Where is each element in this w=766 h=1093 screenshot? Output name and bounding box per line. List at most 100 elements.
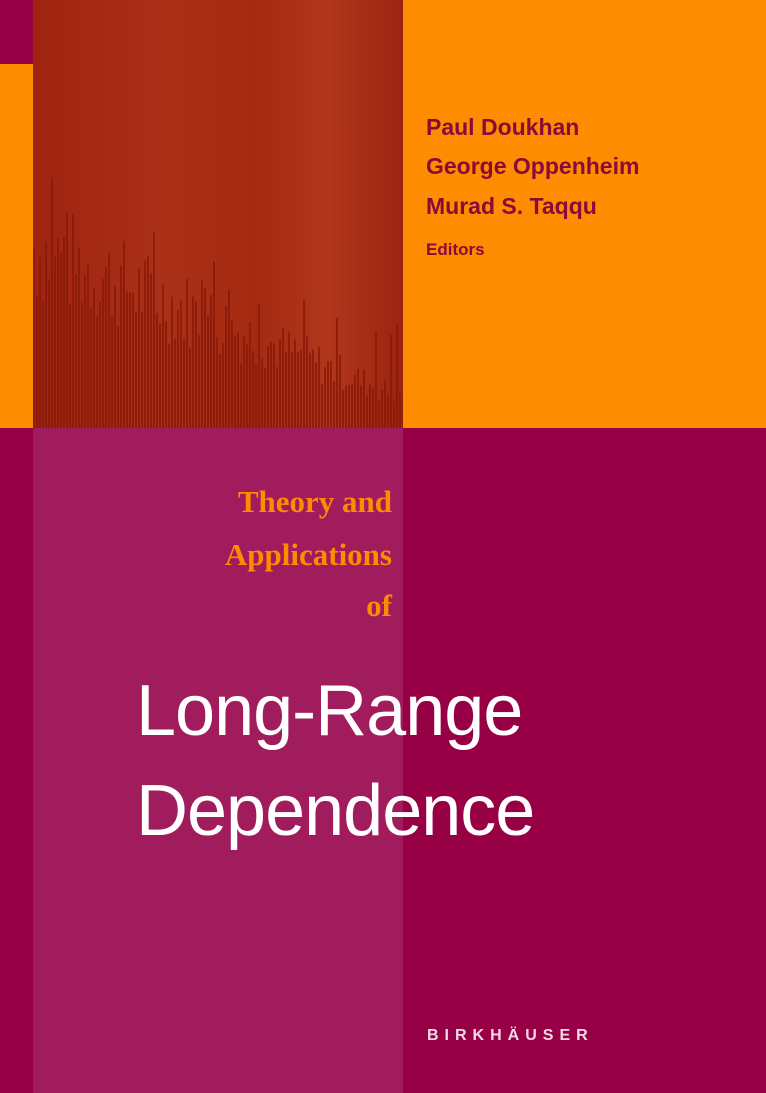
decorative-bar bbox=[174, 338, 176, 428]
decorative-bar bbox=[36, 295, 38, 428]
decorative-bar bbox=[102, 278, 104, 428]
decorative-bar bbox=[276, 367, 278, 428]
decorative-bar bbox=[111, 315, 113, 428]
decorative-bar bbox=[48, 279, 50, 428]
cover-image-bar-pattern bbox=[33, 0, 403, 428]
decorative-bar bbox=[273, 343, 275, 428]
decorative-bar bbox=[402, 395, 403, 428]
decorative-bar bbox=[171, 296, 173, 428]
decorative-bar bbox=[78, 247, 80, 428]
decorative-bar bbox=[144, 260, 146, 428]
decorative-bar bbox=[240, 363, 242, 428]
decorative-bar bbox=[399, 391, 401, 428]
decorative-bar bbox=[123, 240, 125, 428]
decorative-bar bbox=[294, 339, 296, 428]
decorative-bar bbox=[87, 264, 89, 428]
decorative-bar bbox=[228, 289, 230, 428]
decorative-bar bbox=[207, 315, 209, 428]
decorative-bar bbox=[90, 307, 92, 428]
decorative-bar bbox=[183, 338, 185, 428]
decorative-bar bbox=[318, 346, 320, 428]
decorative-bar bbox=[165, 321, 167, 428]
decorative-bar bbox=[312, 349, 314, 428]
decorative-bar bbox=[345, 385, 347, 428]
decorative-bar bbox=[138, 268, 140, 428]
decorative-bar bbox=[84, 274, 86, 428]
editors-label: Editors bbox=[426, 240, 485, 259]
decorative-bar bbox=[366, 395, 368, 428]
subtitle-line: Theory and bbox=[237, 484, 392, 519]
book-title-line: Long-Range bbox=[136, 671, 523, 751]
decorative-bar bbox=[258, 303, 260, 428]
decorative-bar bbox=[291, 352, 293, 428]
decorative-bar bbox=[72, 213, 74, 428]
decorative-bar bbox=[81, 302, 83, 428]
decorative-bar bbox=[306, 336, 308, 428]
title-panel-left bbox=[33, 428, 403, 1093]
decorative-bar bbox=[201, 280, 203, 428]
decorative-bar bbox=[45, 242, 47, 428]
decorative-bar bbox=[327, 360, 329, 428]
decorative-bar bbox=[189, 348, 191, 428]
orange-side-strip bbox=[0, 64, 33, 428]
decorative-bar bbox=[156, 313, 158, 428]
decorative-bar bbox=[237, 332, 239, 428]
decorative-bar bbox=[225, 305, 227, 428]
decorative-bar bbox=[252, 350, 254, 428]
decorative-bar bbox=[279, 338, 281, 428]
decorative-bar bbox=[192, 296, 194, 428]
decorative-bar bbox=[150, 273, 152, 428]
decorative-bar bbox=[270, 341, 272, 428]
subtitle-line: Applications bbox=[224, 537, 392, 572]
decorative-bar bbox=[393, 400, 395, 428]
decorative-bar bbox=[132, 292, 134, 428]
decorative-bars bbox=[33, 177, 403, 428]
decorative-bar bbox=[105, 266, 107, 428]
decorative-bar bbox=[297, 352, 299, 428]
decorative-bar bbox=[378, 399, 380, 428]
decorative-bar bbox=[300, 349, 302, 428]
decorative-bar bbox=[321, 383, 323, 428]
decorative-bar bbox=[162, 284, 164, 428]
decorative-bar bbox=[354, 374, 356, 428]
decorative-bar bbox=[375, 331, 377, 428]
decorative-bar bbox=[99, 301, 101, 428]
decorative-bar bbox=[246, 344, 248, 428]
decorative-bar bbox=[261, 358, 263, 428]
decorative-bar bbox=[135, 311, 137, 428]
decorative-bar bbox=[363, 369, 365, 428]
decorative-bar bbox=[372, 388, 374, 428]
decorative-bar bbox=[186, 278, 188, 428]
decorative-bar bbox=[195, 301, 197, 428]
decorative-bar bbox=[60, 252, 62, 428]
decorative-bar bbox=[381, 390, 383, 428]
decorative-bar bbox=[342, 390, 344, 428]
decorative-bar bbox=[231, 319, 233, 428]
decorative-bar bbox=[255, 363, 257, 428]
decorative-bar bbox=[120, 265, 122, 428]
decorative-bar bbox=[153, 231, 155, 428]
decorative-bar bbox=[309, 352, 311, 428]
decorative-bar bbox=[63, 236, 65, 428]
decorative-bar bbox=[264, 368, 266, 428]
decorative-bar bbox=[339, 354, 341, 428]
decorative-bar bbox=[93, 287, 95, 428]
decorative-bar bbox=[198, 335, 200, 428]
decorative-bar bbox=[213, 261, 215, 428]
decorative-bar bbox=[369, 384, 371, 428]
decorative-bar bbox=[210, 294, 212, 428]
title-panel-right bbox=[403, 428, 766, 1093]
decorative-bar bbox=[267, 346, 269, 428]
decorative-bar bbox=[390, 334, 392, 428]
decorative-bar bbox=[42, 301, 44, 428]
decorative-bar bbox=[114, 285, 116, 428]
decorative-bar bbox=[282, 327, 284, 428]
decorative-bar bbox=[168, 343, 170, 428]
decorative-bar bbox=[396, 323, 398, 428]
decorative-bar bbox=[285, 352, 287, 428]
editor-name: Murad S. Taqqu bbox=[426, 193, 597, 219]
decorative-bar bbox=[234, 335, 236, 428]
decorative-bar bbox=[126, 291, 128, 428]
decorative-bar bbox=[216, 337, 218, 428]
subtitle-line: of bbox=[366, 588, 392, 623]
